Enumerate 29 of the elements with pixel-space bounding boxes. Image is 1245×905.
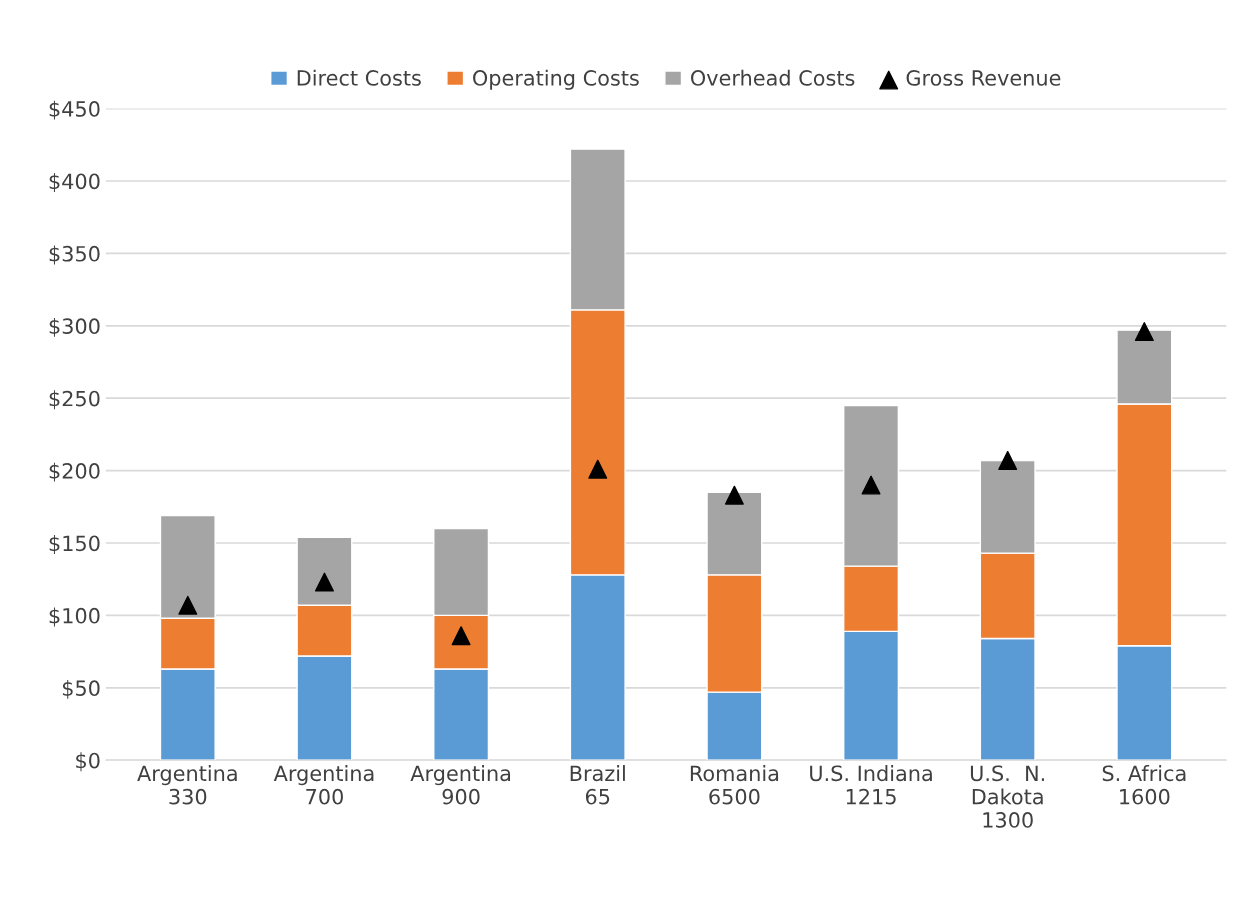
y-tick-label: $150 xyxy=(49,535,100,554)
x-tick-label: Romania 6500 xyxy=(690,765,779,805)
point xyxy=(314,572,334,592)
legend-label: Gross Revenue xyxy=(906,70,1061,86)
point xyxy=(588,459,608,479)
point xyxy=(861,475,881,495)
x-tick-label: U.S. Indiana 1215 xyxy=(810,765,932,805)
point xyxy=(998,450,1018,470)
y-tick-label: $300 xyxy=(49,317,100,337)
x-tick-label: Argentina 900 xyxy=(410,765,511,805)
y-tick-label: $250 xyxy=(49,390,100,410)
point xyxy=(1134,322,1154,342)
y-tick-label: $400 xyxy=(49,173,100,192)
x-tick-label: Argentina 700 xyxy=(273,765,374,805)
y-tick-label: $50 xyxy=(62,679,100,699)
x-tick-label: S. Africa 1600 xyxy=(1102,765,1186,805)
y-tick-label: $100 xyxy=(49,607,100,627)
point xyxy=(178,595,198,615)
x-tick-label: Argentina 330 xyxy=(137,765,237,805)
legend-label: Overhead Costs xyxy=(691,69,855,86)
y-tick-label: $0 xyxy=(76,752,100,772)
legend-label: Operating Costs xyxy=(473,69,639,90)
point xyxy=(724,485,744,505)
y-tick-label: $200 xyxy=(49,462,100,482)
y-tick-label: $450 xyxy=(49,100,100,120)
x-tick-label: Brazil 65 xyxy=(570,765,625,805)
legend-label: Direct Costs xyxy=(297,69,421,86)
y-tick-label: $350 xyxy=(49,245,100,265)
x-tick-label: U.S. N. Dakota 1300 xyxy=(970,765,1045,828)
